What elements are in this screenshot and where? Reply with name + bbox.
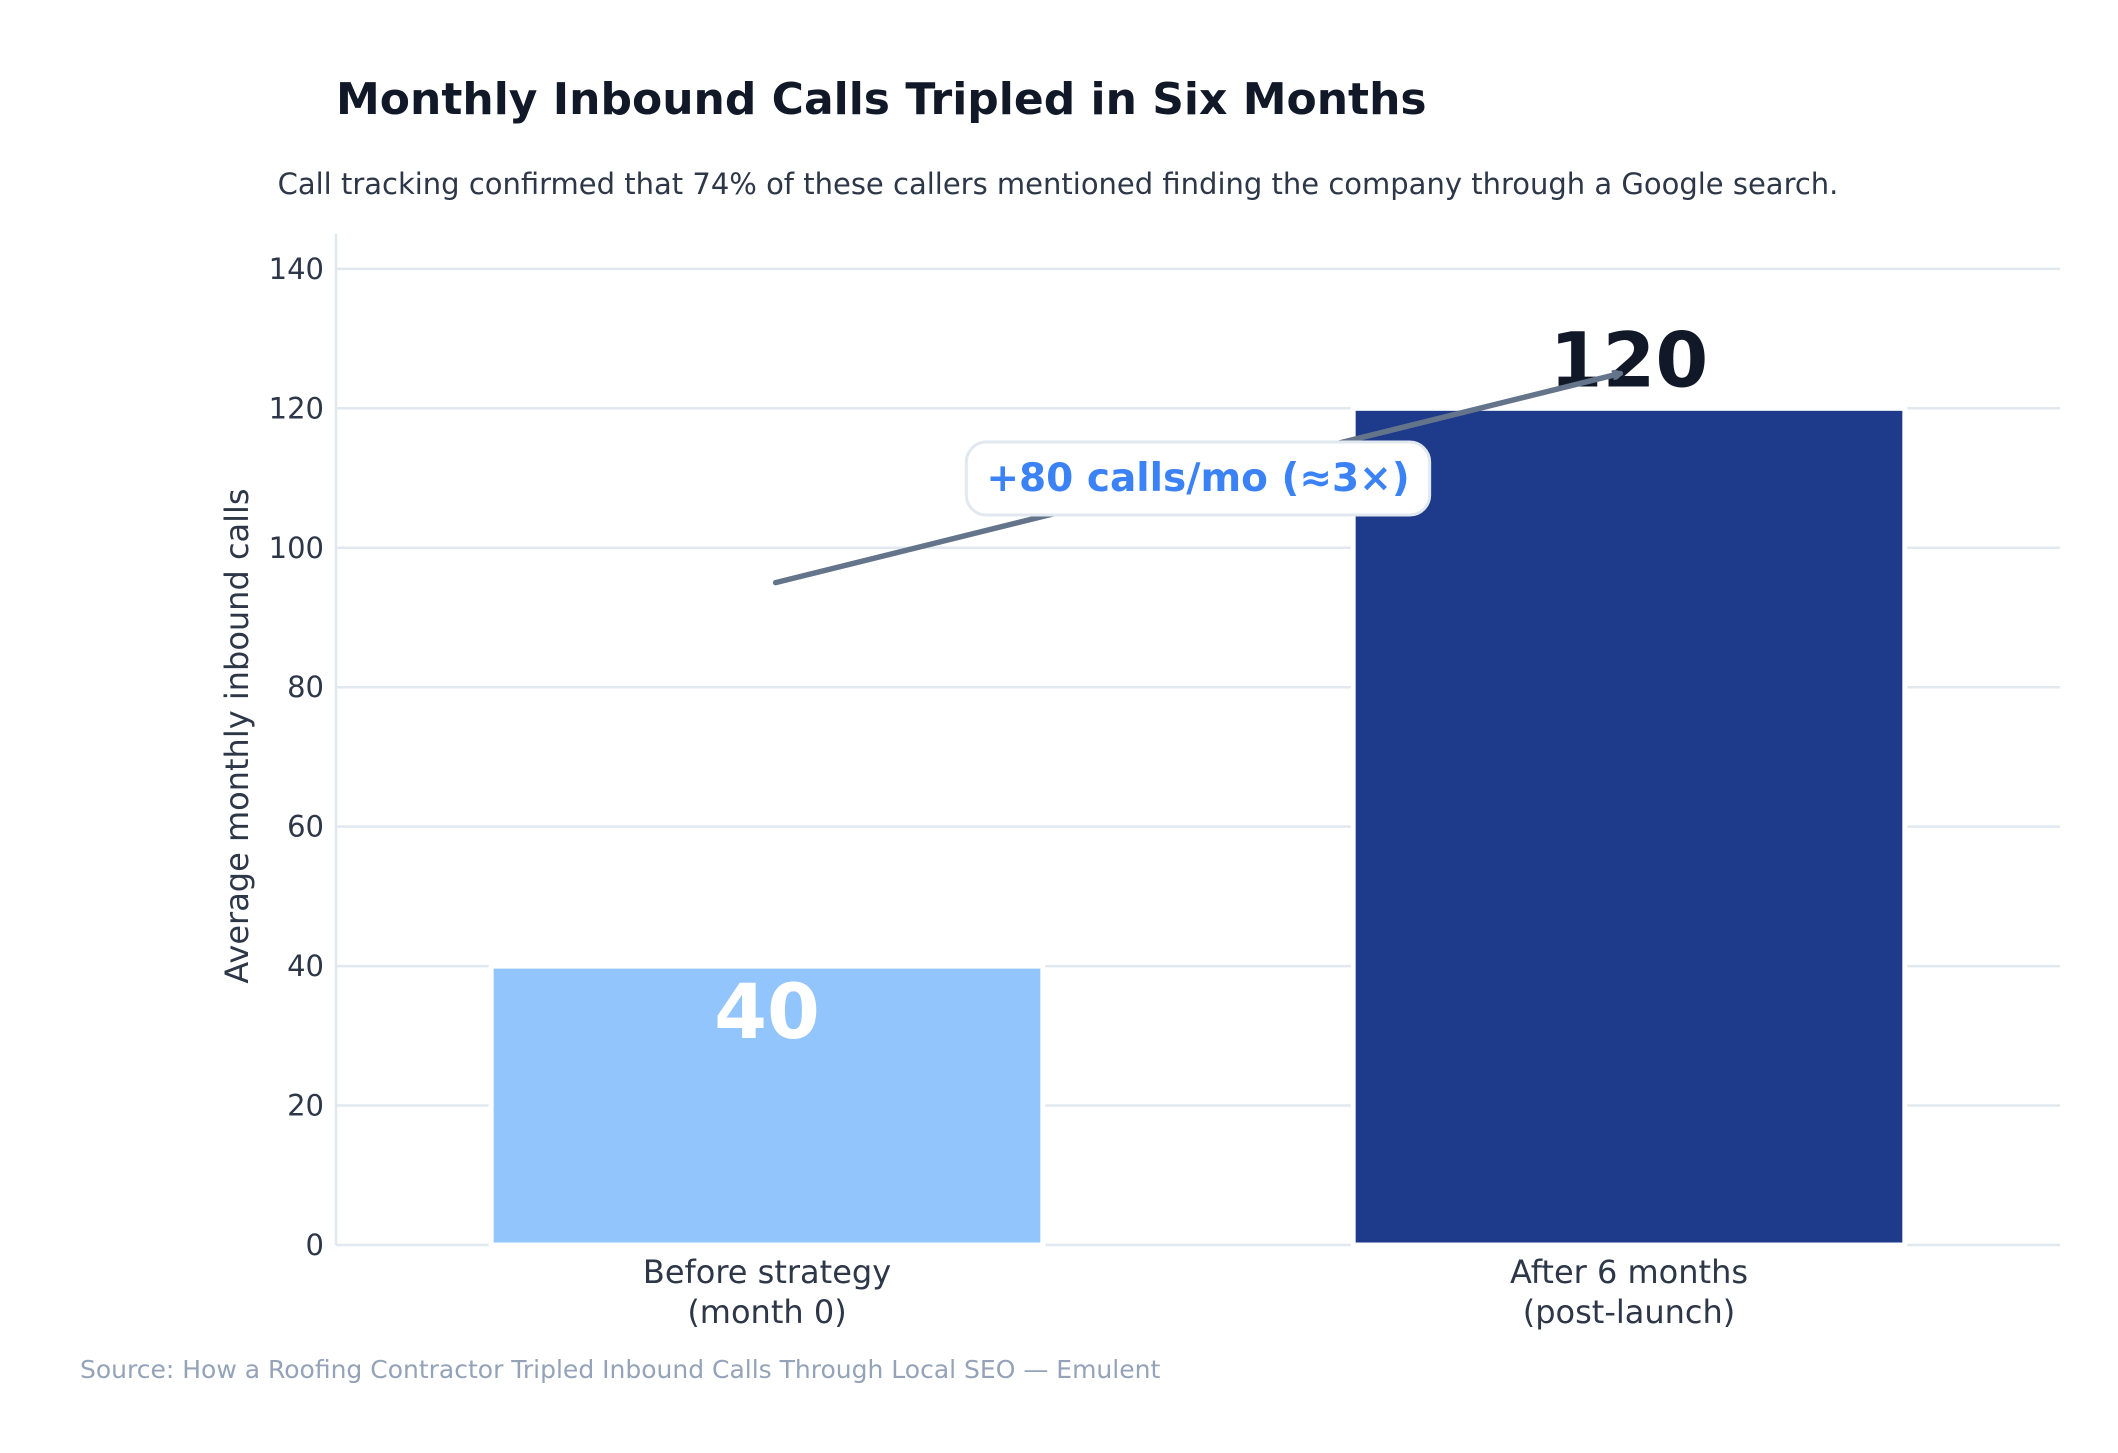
y-tick-label: 0 xyxy=(306,1228,324,1262)
bar xyxy=(488,963,1046,1248)
annotation-label: +80 calls/mo (≈3×) xyxy=(986,456,1409,501)
y-tick-label: 120 xyxy=(269,391,324,425)
y-tick-label: 40 xyxy=(287,949,324,983)
y-tick-label: 80 xyxy=(287,670,324,704)
y-axis-label: Average monthly inbound calls xyxy=(218,488,256,983)
x-category-label: After 6 months xyxy=(1510,1253,1748,1291)
bars xyxy=(488,405,1908,1248)
chart-subtitle: Call tracking confirmed that 74% of thes… xyxy=(278,167,1839,201)
x-category-label: (month 0) xyxy=(687,1293,846,1331)
bar xyxy=(1350,405,1908,1248)
x-category-label: Before strategy xyxy=(643,1253,891,1291)
data-labels: 40 120 xyxy=(714,315,1708,1056)
source-note: Source: How a Roofing Contractor Tripled… xyxy=(80,1355,1160,1384)
y-tick-label: 140 xyxy=(269,252,324,286)
annotation-box xyxy=(964,440,1432,517)
data-label: 120 xyxy=(1550,315,1709,404)
y-tick-label: 100 xyxy=(269,531,324,565)
annotation: +80 calls/mo (≈3×) xyxy=(772,373,1621,586)
x-category-label: (post-launch) xyxy=(1523,1293,1736,1331)
chart-title: Monthly Inbound Calls Tripled in Six Mon… xyxy=(336,74,1427,125)
axes: 0 20 40 60 80 100 120 140 Before strategy(month … xyxy=(269,234,2060,1331)
y-tick-label: 60 xyxy=(287,810,324,844)
data-label: 40 xyxy=(714,967,820,1056)
y-tick-label: 20 xyxy=(287,1089,324,1123)
